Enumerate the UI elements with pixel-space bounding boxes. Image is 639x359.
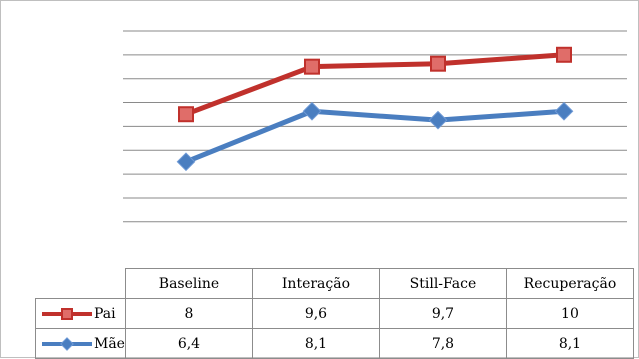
data-point-mae [554, 101, 574, 121]
gridlines [123, 30, 627, 223]
data-label-pai: 8 [124, 298, 253, 329]
table-row: Pai 8 9,6 9,7 10 [35, 298, 634, 329]
data-point-mae [176, 152, 196, 172]
series-line-mae [185, 108, 565, 165]
data-label-pai: 9,7 [378, 298, 507, 329]
data-point-mae [428, 110, 448, 130]
category-tick-label: Recuperação [505, 268, 634, 299]
data-point-mae [302, 101, 322, 121]
table-corner [35, 268, 126, 299]
data-point-pai [430, 55, 446, 72]
category-tick-label: Baseline [124, 268, 253, 299]
legend-entry-pai: Pai [35, 298, 126, 329]
series-layer [176, 46, 574, 172]
table-body: Pai 8 9,6 9,7 10 Mãe 6,4 8,1 7,8 8,1 [35, 298, 634, 359]
data-point-pai [556, 46, 572, 63]
data-label-mae: 8,1 [505, 328, 634, 359]
legend-swatch-mae [42, 336, 92, 351]
legend-swatch-pai [42, 307, 92, 320]
legend-label: Mãe [94, 335, 125, 352]
series-line-pai [185, 52, 565, 117]
data-point-pai [178, 106, 194, 123]
data-label-pai: 9,6 [251, 298, 380, 329]
data-label-mae: 7,8 [378, 328, 507, 359]
data-label-mae: 8,1 [251, 328, 380, 359]
legend-entry-mae: Mãe [35, 328, 126, 359]
legend-label: Pai [94, 305, 116, 322]
data-label-pai: 10 [505, 298, 634, 329]
table-header-row: Baseline Interação Still-Face Recuperação [35, 268, 634, 299]
data-table: Baseline Interação Still-Face Recuperação P… [35, 268, 634, 359]
table-row: Mãe 6,4 8,1 7,8 8,1 [35, 328, 634, 359]
category-tick-label: Still-Face [378, 268, 507, 299]
category-tick-label: Interação [251, 268, 380, 299]
data-label-mae: 6,4 [124, 328, 253, 359]
data-point-pai [304, 58, 320, 75]
